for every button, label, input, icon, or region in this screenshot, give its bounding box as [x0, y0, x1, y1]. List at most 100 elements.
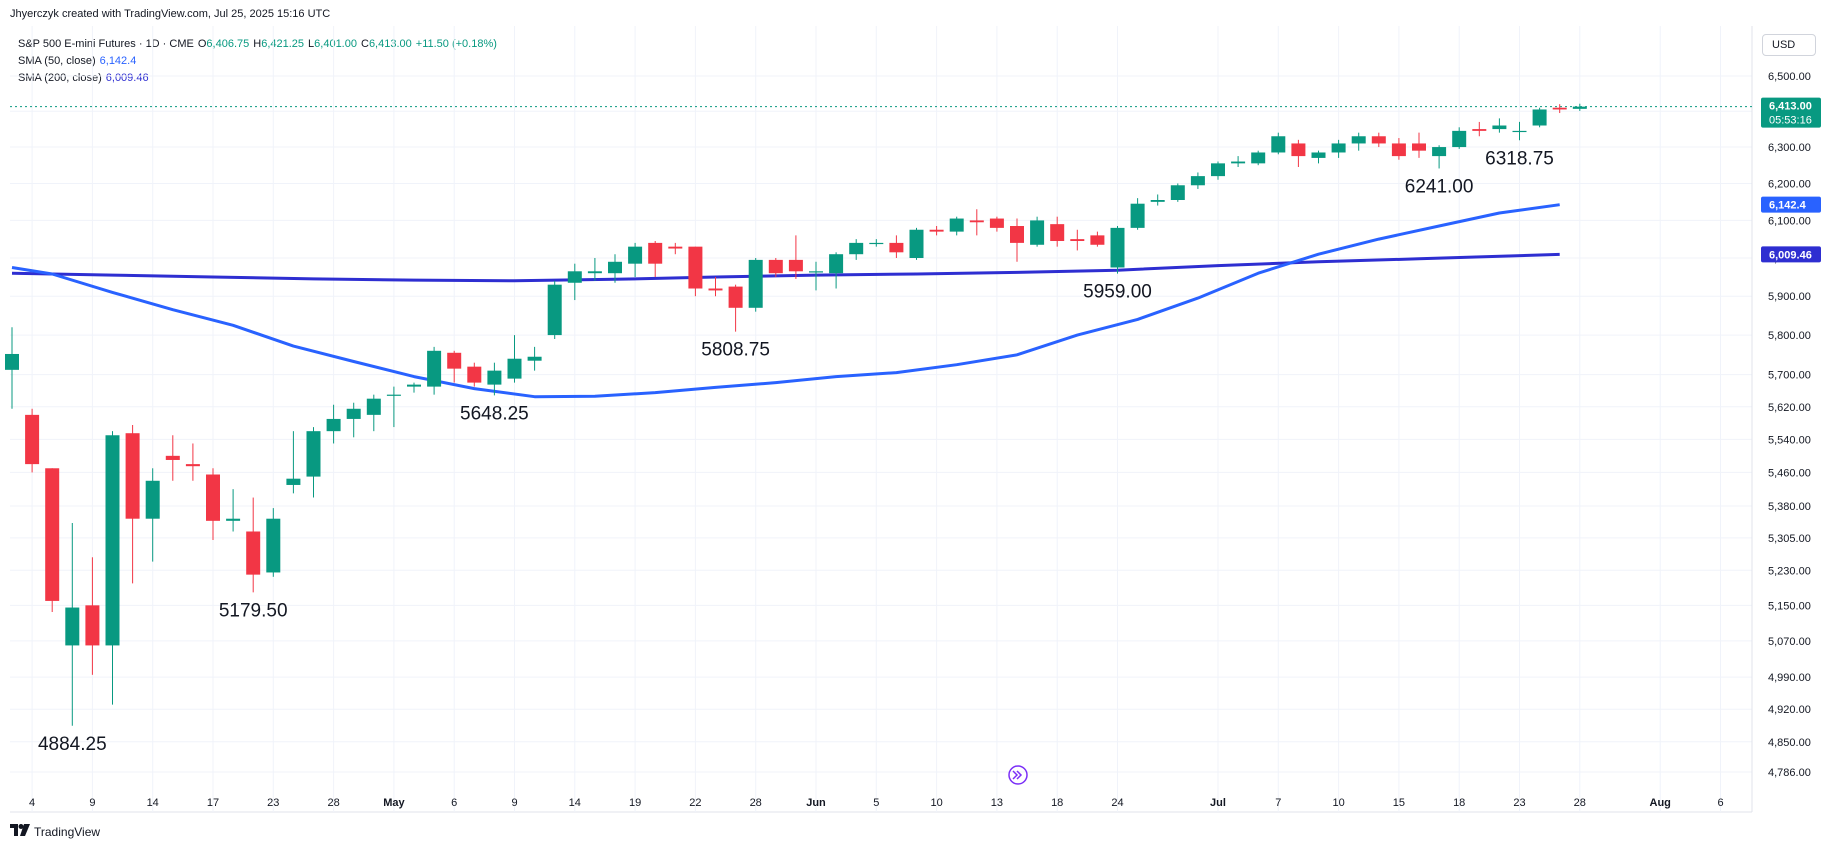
candle-up [5, 327, 19, 409]
candle-down [688, 246, 703, 297]
candle-up [487, 362, 502, 396]
legend-sma200-row[interactable]: SMA (200, close) 6,009.46 [18, 70, 497, 87]
candle-body [145, 480, 160, 519]
candle-down [246, 497, 261, 593]
candle-down [1472, 121, 1487, 137]
candle-body [346, 408, 361, 419]
candle-body [909, 229, 924, 258]
candle-body [809, 271, 823, 273]
candle-up [145, 468, 160, 562]
price-annotations: 4884.25 5179.50 5648.25 5808.75 5959.00 6241.… [38, 148, 1554, 754]
candle-down [1070, 229, 1085, 251]
candle-up [1452, 127, 1467, 149]
candle-body [1211, 163, 1225, 177]
candle-body [1291, 143, 1306, 157]
legend-sma200-label: SMA (200, close) [18, 72, 102, 84]
y-tick-label: 5,800.00 [1768, 330, 1811, 342]
x-tick-label: Jun [806, 797, 826, 809]
x-tick-label: 14 [147, 797, 159, 809]
legend-sma50-row[interactable]: SMA (50, close) 6,142.4 [18, 53, 497, 70]
candle-body [1110, 227, 1125, 268]
y-tick-label: 6,300.00 [1768, 142, 1811, 154]
candle-body [1130, 203, 1145, 228]
x-tick-label: 19 [629, 797, 641, 809]
candle-up [829, 252, 844, 289]
candle-up [849, 239, 864, 260]
candle-body [1311, 152, 1326, 158]
y-tick-label: 5,305.00 [1768, 533, 1811, 545]
y-tick-label: 5,070.00 [1768, 636, 1811, 648]
candle-body [266, 518, 281, 573]
candle-up [1251, 150, 1266, 166]
candle-up [1351, 132, 1366, 151]
candle-body [5, 353, 19, 370]
candle-up [1271, 132, 1286, 155]
candle-body [1170, 185, 1185, 201]
y-tick-label: 5,460.00 [1768, 467, 1811, 479]
candle-body [648, 242, 663, 264]
candle-body [1351, 136, 1366, 144]
chart-legend: S&P 500 E-mini Futures · 1D · CME O6,406… [18, 36, 497, 87]
y-tick-label: 6,500.00 [1768, 71, 1811, 83]
candle-body [487, 370, 502, 385]
brand-footer[interactable]: TradingView [10, 824, 100, 839]
candle-up [809, 261, 823, 291]
candle-up [628, 242, 643, 278]
candle-body [326, 418, 341, 432]
low-annotation: 5179.50 [219, 600, 288, 621]
candle-down [1391, 138, 1406, 160]
price-label-text: 6,142.4 [1769, 200, 1807, 212]
candle-up [507, 335, 522, 383]
candle-body [608, 261, 622, 274]
countdown-label-text: 05:53:16 [1769, 115, 1812, 127]
price-axis: 6,500.006,400.006,300.006,200.006,100.00… [1768, 71, 1811, 779]
price-label-text: 6,413.00 [1769, 101, 1812, 113]
candle-body [969, 220, 984, 223]
candle-up [1492, 118, 1507, 133]
candle-up [1150, 194, 1165, 206]
low-annotation: 6241.00 [1405, 176, 1474, 197]
candle-body [1432, 147, 1447, 157]
y-tick-label: 4,920.00 [1768, 704, 1811, 716]
currency-button[interactable]: USD [1762, 34, 1816, 56]
candle-down [1050, 216, 1065, 247]
candle-down [648, 241, 663, 278]
x-tick-label: 18 [1453, 797, 1465, 809]
legend-close-label: C [360, 38, 369, 50]
x-tick-label: 6 [451, 797, 457, 809]
candle-body [65, 607, 80, 646]
candle-up [608, 254, 622, 283]
candle-up [949, 216, 964, 236]
candle-up [1432, 145, 1447, 169]
price-scale-label: 6,413.00 05:53:16 [1761, 97, 1821, 128]
candle-down [1552, 104, 1567, 114]
scroll-to-realtime-button[interactable] [1008, 765, 1028, 785]
legend-ohlc-row[interactable]: S&P 500 E-mini Futures · 1D · CME O6,406… [18, 36, 497, 53]
candle-up [1211, 161, 1225, 180]
y-tick-label: 5,620.00 [1768, 402, 1811, 414]
legend-change: +11.50 (+0.18%) [415, 38, 497, 50]
candle-down [708, 277, 723, 297]
low-annotation: 6318.75 [1485, 148, 1554, 169]
x-tick-label: Aug [1650, 797, 1671, 809]
candle-body [567, 271, 582, 283]
candle-body [1090, 235, 1105, 245]
candle-body [1231, 161, 1246, 164]
x-tick-label: 4 [29, 797, 35, 809]
x-tick-label: 24 [1111, 797, 1123, 809]
y-tick-label: 4,850.00 [1768, 737, 1811, 749]
price-scale-label: 6,009.46 [1761, 246, 1821, 263]
candle-down [467, 362, 482, 387]
candle-body [85, 605, 100, 646]
y-tick-label: 6,100.00 [1768, 215, 1811, 227]
candle-body [226, 518, 241, 521]
sma50-line [11, 203, 1560, 399]
x-tick-label: May [383, 797, 405, 809]
candle-body [1331, 143, 1346, 153]
candle-body [1552, 107, 1567, 110]
tradingview-logo-icon [10, 824, 30, 839]
x-tick-label: 9 [511, 797, 517, 809]
candle-up [306, 427, 321, 498]
candle-up [266, 508, 281, 577]
